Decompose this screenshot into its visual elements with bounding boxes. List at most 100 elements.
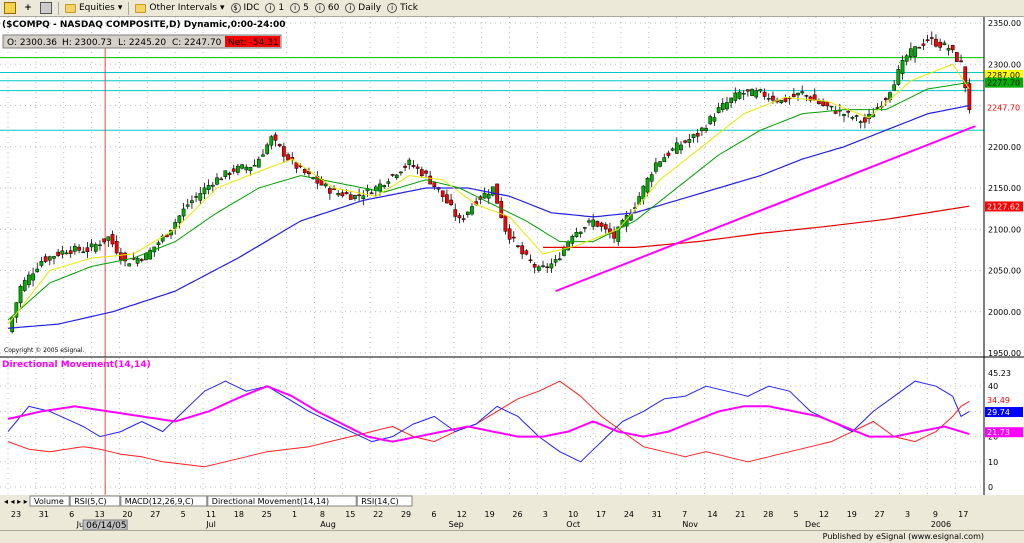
candle-body <box>440 190 445 197</box>
price-axis-label: 2200.00 <box>988 143 1021 152</box>
candle-body <box>177 215 182 223</box>
candle-body <box>252 165 257 167</box>
candle-body <box>520 245 524 255</box>
print-icon[interactable] <box>40 2 52 14</box>
candle-body <box>240 164 244 169</box>
candle-body <box>286 154 290 161</box>
indicator-value-label: 34.49 <box>987 396 1010 405</box>
candle-body <box>236 165 240 173</box>
candle-body <box>754 90 759 98</box>
crosshair-icon[interactable]: + <box>24 3 32 13</box>
price-axis[interactable]: 2350.002300.002250.002200.002150.002100.… <box>983 17 1024 495</box>
candle-body <box>925 39 930 41</box>
tick-button[interactable]: i Tick <box>387 3 418 13</box>
price-value-badge <box>985 69 1023 80</box>
equities-dropdown[interactable]: Equities ▾ <box>65 3 122 13</box>
candle-body <box>729 97 733 103</box>
candle-body <box>846 110 851 113</box>
candle-body <box>277 143 282 147</box>
candle-body <box>821 101 825 106</box>
candle-body <box>486 193 491 199</box>
daily-button[interactable]: i Daily <box>345 3 381 13</box>
date-tick-label: 6 <box>431 510 436 519</box>
cursor-date-label: 06/14/05 <box>86 521 126 530</box>
price-value-label: 2247.70 <box>987 103 1020 112</box>
toolbar-separator <box>58 1 59 15</box>
plus-di-line <box>7 380 970 463</box>
candle-body <box>73 245 77 252</box>
ma-long-line <box>543 205 970 248</box>
candle-body <box>411 165 416 167</box>
indicator-tab-label[interactable]: Volume <box>34 497 64 506</box>
date-tick-label: 23 <box>11 510 21 519</box>
other-intervals-dropdown[interactable]: Other Intervals ▾ <box>135 3 225 13</box>
candle-body <box>741 92 746 95</box>
candle-body <box>662 157 667 163</box>
date-tick-label: 1 <box>292 510 297 519</box>
month-label: Oct <box>566 520 580 529</box>
other-intervals-label: Other Intervals <box>149 3 217 13</box>
candle-body <box>507 228 512 240</box>
interval-60-button[interactable]: i 60 <box>314 3 340 13</box>
date-axis[interactable]: 23 31 6 13 20 27 5 11 18 25 1 8 15 22 29 6 12 19 26 3 10 17 24… <box>0 507 1024 530</box>
candle-body <box>102 238 106 243</box>
indicator-value-label: 29.74 <box>987 408 1010 417</box>
date-tick-label: 29 <box>401 510 411 519</box>
candle-body <box>800 91 805 94</box>
indicator-tab-label[interactable]: RSI(5,C) <box>74 497 106 506</box>
candle-body <box>733 92 738 101</box>
candle-body <box>64 252 69 255</box>
candle-body <box>549 263 554 269</box>
candle-body <box>340 192 345 197</box>
candle-body <box>302 169 307 173</box>
price-axis-label: 2300.00 <box>988 60 1021 69</box>
candle-body <box>762 91 767 97</box>
trendline <box>555 125 976 293</box>
date-tick-label: 13 <box>94 510 104 519</box>
candle-body <box>779 100 784 103</box>
candle-body <box>89 243 94 248</box>
tab-scroll-arrows[interactable]: ◂ ◂ ▸ ▸ <box>4 497 28 506</box>
candle-body <box>553 259 558 263</box>
copyright: Copyright © 2005 eSignal. <box>4 347 84 354</box>
candle-body <box>791 93 796 97</box>
candle-body <box>524 250 529 255</box>
candle-body <box>654 162 658 172</box>
toolbar-separator <box>128 1 130 15</box>
date-tick-label: 21 <box>735 510 745 519</box>
candle-body <box>445 194 449 204</box>
candle-body <box>758 89 763 92</box>
indicator-axis-label: 45.23 <box>988 369 1011 378</box>
date-tick-label: 27 <box>150 510 160 519</box>
date-tick-label: 8 <box>320 510 325 519</box>
candle-body <box>56 251 61 256</box>
candle-body <box>269 136 274 146</box>
date-tick-label: 12 <box>819 510 829 519</box>
indicator-tab-label[interactable]: MACD(12,26,9,C) <box>125 497 194 506</box>
candle-body <box>708 116 713 125</box>
minus-di-line <box>7 380 970 468</box>
chart-area[interactable]: ($COMPQ - NASDAQ COMPOSITE,D) Dynamic,0:… <box>0 17 1024 530</box>
indicator-tab-label[interactable]: Directional Movement(14,14) <box>212 497 329 506</box>
indicator-grid <box>0 358 984 495</box>
candle-body <box>93 244 98 252</box>
chart-icon[interactable] <box>4 2 16 14</box>
interval-60-label: 60 <box>327 3 340 13</box>
candle-body <box>712 117 717 122</box>
candle-body <box>148 249 152 260</box>
candle-body <box>399 171 403 174</box>
candle-body <box>528 259 533 262</box>
candle-body <box>491 186 495 196</box>
date-tick-label: 5 <box>794 510 799 519</box>
candle-body <box>670 148 675 151</box>
month-label: Sep <box>449 520 464 529</box>
candle-body <box>294 162 299 169</box>
equities-label: Equities <box>79 3 115 13</box>
candle-body <box>323 183 328 187</box>
interval-icon: $ <box>230 3 241 13</box>
idc-button[interactable]: $ IDC <box>230 3 259 13</box>
indicator-tab-label[interactable]: RSI(14,C) <box>361 497 399 506</box>
